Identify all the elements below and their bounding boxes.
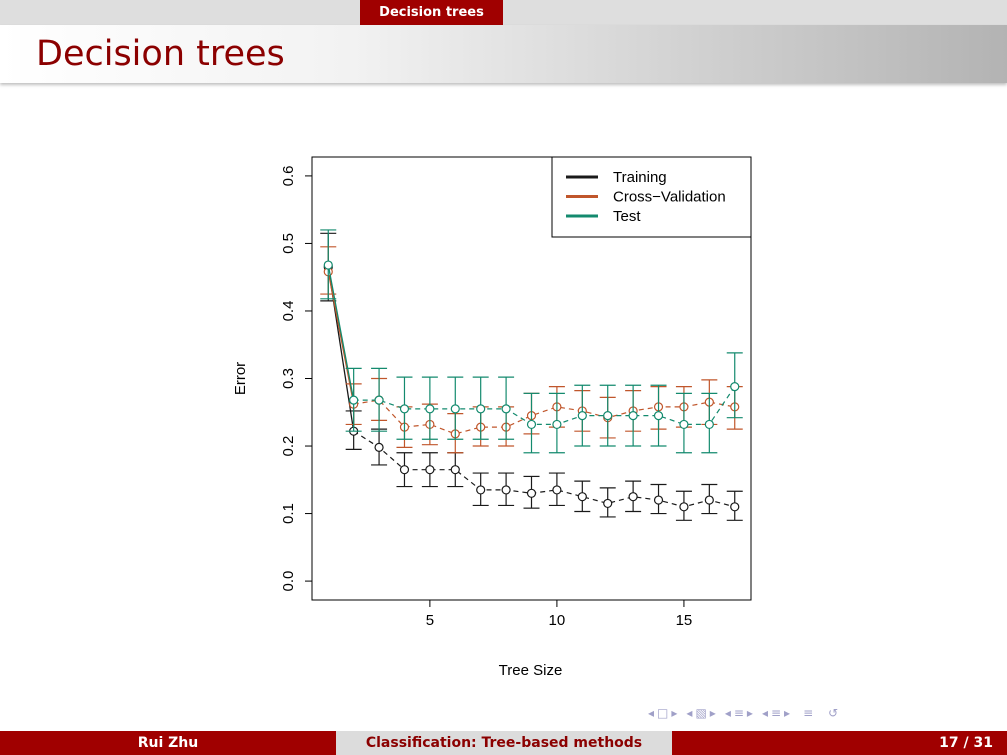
data-point xyxy=(450,465,460,475)
y-tick-label: 0.6 xyxy=(280,165,297,186)
data-point xyxy=(653,495,664,505)
data-point xyxy=(450,404,460,414)
series-test xyxy=(320,229,743,454)
data-point xyxy=(323,260,333,270)
data-point xyxy=(399,404,410,414)
nav-frame-icon[interactable]: □ xyxy=(657,706,670,720)
footer-page-number: 17 / 31 xyxy=(672,731,1007,755)
error-vs-tree-size-chart: 5 10 15 0.0 0.1 0.2 0.3 0.4 0.5 0.6 Tree Size Error… xyxy=(232,156,752,679)
page-title: Decision trees xyxy=(36,34,285,74)
series-line xyxy=(353,430,735,508)
data-point xyxy=(730,502,740,512)
nav-prev-frame-icon[interactable]: ◂ xyxy=(648,706,656,720)
page-number: 17 / 31 xyxy=(939,735,993,751)
y-tick-label: 0.1 xyxy=(280,503,297,524)
nav-search-icon[interactable]: ↺ xyxy=(828,706,840,720)
data-point xyxy=(476,404,486,414)
data-point xyxy=(603,498,613,509)
frame-title-bar: Decision trees xyxy=(0,25,1007,83)
data-point xyxy=(577,492,587,502)
nav-next-section-icon[interactable]: ▸ xyxy=(746,706,754,720)
data-point xyxy=(349,395,359,405)
data-point xyxy=(476,485,486,495)
data-point xyxy=(628,492,638,502)
data-point xyxy=(552,419,562,430)
beamer-navigation-symbols: ◂ □ ▸ ◂ ▧ ▸ ◂ ≡ ▸ ◂ ≡ ▸ ≡ ↺ xyxy=(648,706,839,722)
series-training xyxy=(320,232,743,521)
footer-author: Rui Zhu xyxy=(0,731,336,755)
nav-prev-subsection-icon[interactable]: ◂ xyxy=(761,706,769,720)
y-tick-label: 0.2 xyxy=(280,436,297,457)
nav-prev-slide-icon[interactable]: ◂ xyxy=(686,706,694,720)
nav-next-frame-icon[interactable]: ▸ xyxy=(671,706,679,720)
data-point xyxy=(603,411,613,421)
y-axis-label: Error xyxy=(232,362,249,395)
data-point xyxy=(399,465,410,475)
x-tick-label: 10 xyxy=(549,612,566,629)
data-point xyxy=(374,395,384,405)
footer-talk-title: Classification: Tree-based methods xyxy=(336,731,672,755)
data-point xyxy=(628,411,638,421)
nav-next-subsection-icon[interactable]: ▸ xyxy=(784,706,792,720)
data-point xyxy=(501,404,511,414)
data-point xyxy=(552,485,562,495)
data-point xyxy=(501,485,511,495)
y-tick-label: 0.3 xyxy=(280,368,297,389)
x-tick-label: 5 xyxy=(426,612,434,629)
series-line xyxy=(353,386,736,425)
data-point xyxy=(425,465,435,475)
data-point xyxy=(425,404,435,414)
nav-align-icon[interactable]: ≡ xyxy=(803,706,815,720)
section-tab[interactable]: Decision trees xyxy=(360,0,503,25)
series-line xyxy=(353,399,735,435)
data-point xyxy=(679,419,689,430)
data-point xyxy=(679,502,689,512)
nav-subsection-icon[interactable]: ≡ xyxy=(770,706,783,720)
nav-prev-section-icon[interactable]: ◂ xyxy=(724,706,732,720)
data-point xyxy=(730,382,740,392)
data-point xyxy=(653,411,664,421)
y-tick-label: 0.5 xyxy=(280,233,297,254)
x-axis-label: Tree Size xyxy=(499,662,563,679)
data-point xyxy=(374,442,384,452)
data-point xyxy=(526,419,537,430)
data-point xyxy=(526,488,537,498)
footer-bar: Rui Zhu Classification: Tree-based metho… xyxy=(0,731,1007,755)
series-line-segment xyxy=(327,264,355,401)
nav-slide-icon[interactable]: ▧ xyxy=(695,706,708,720)
y-tick-label: 0.0 xyxy=(280,571,297,592)
legend-entry: Test xyxy=(613,208,641,225)
nav-section-icon[interactable]: ≡ xyxy=(733,706,745,720)
x-tick-label: 15 xyxy=(676,612,693,629)
nav-next-slide-icon[interactable]: ▸ xyxy=(709,706,717,720)
top-navigation-bar: Decision trees xyxy=(0,0,1007,25)
data-point xyxy=(704,495,714,505)
legend: Training Cross−Validation Test xyxy=(551,156,752,238)
data-point xyxy=(704,419,714,430)
y-tick-label: 0.4 xyxy=(280,301,297,322)
data-point xyxy=(577,411,587,421)
legend-entry: Training xyxy=(613,169,667,186)
legend-entry: Cross−Validation xyxy=(613,189,726,206)
